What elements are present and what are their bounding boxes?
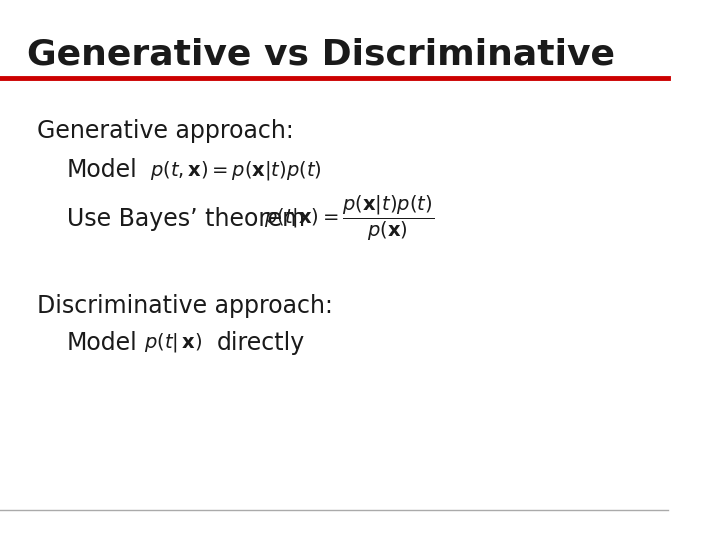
Text: Model: Model xyxy=(67,158,138,182)
Text: Generative approach:: Generative approach: xyxy=(37,119,294,143)
Text: directly: directly xyxy=(217,331,305,355)
Text: $p(t|\,\mathbf{x})$: $p(t|\,\mathbf{x})$ xyxy=(143,332,202,354)
Text: Generative vs Discriminative: Generative vs Discriminative xyxy=(27,38,615,72)
Text: Use Bayes’ theorem: Use Bayes’ theorem xyxy=(67,207,305,231)
Text: Discriminative approach:: Discriminative approach: xyxy=(37,294,333,318)
Text: Model: Model xyxy=(67,331,138,355)
Text: $p(t|\mathbf{x}) = \dfrac{p(\mathbf{x}|t)p(t)}{p(\mathbf{x})}$: $p(t|\mathbf{x}) = \dfrac{p(\mathbf{x}|t… xyxy=(264,194,433,243)
Text: $p(t, \mathbf{x}) = p(\mathbf{x}|t)p(t)$: $p(t, \mathbf{x}) = p(\mathbf{x}|t)p(t)$ xyxy=(150,159,322,181)
